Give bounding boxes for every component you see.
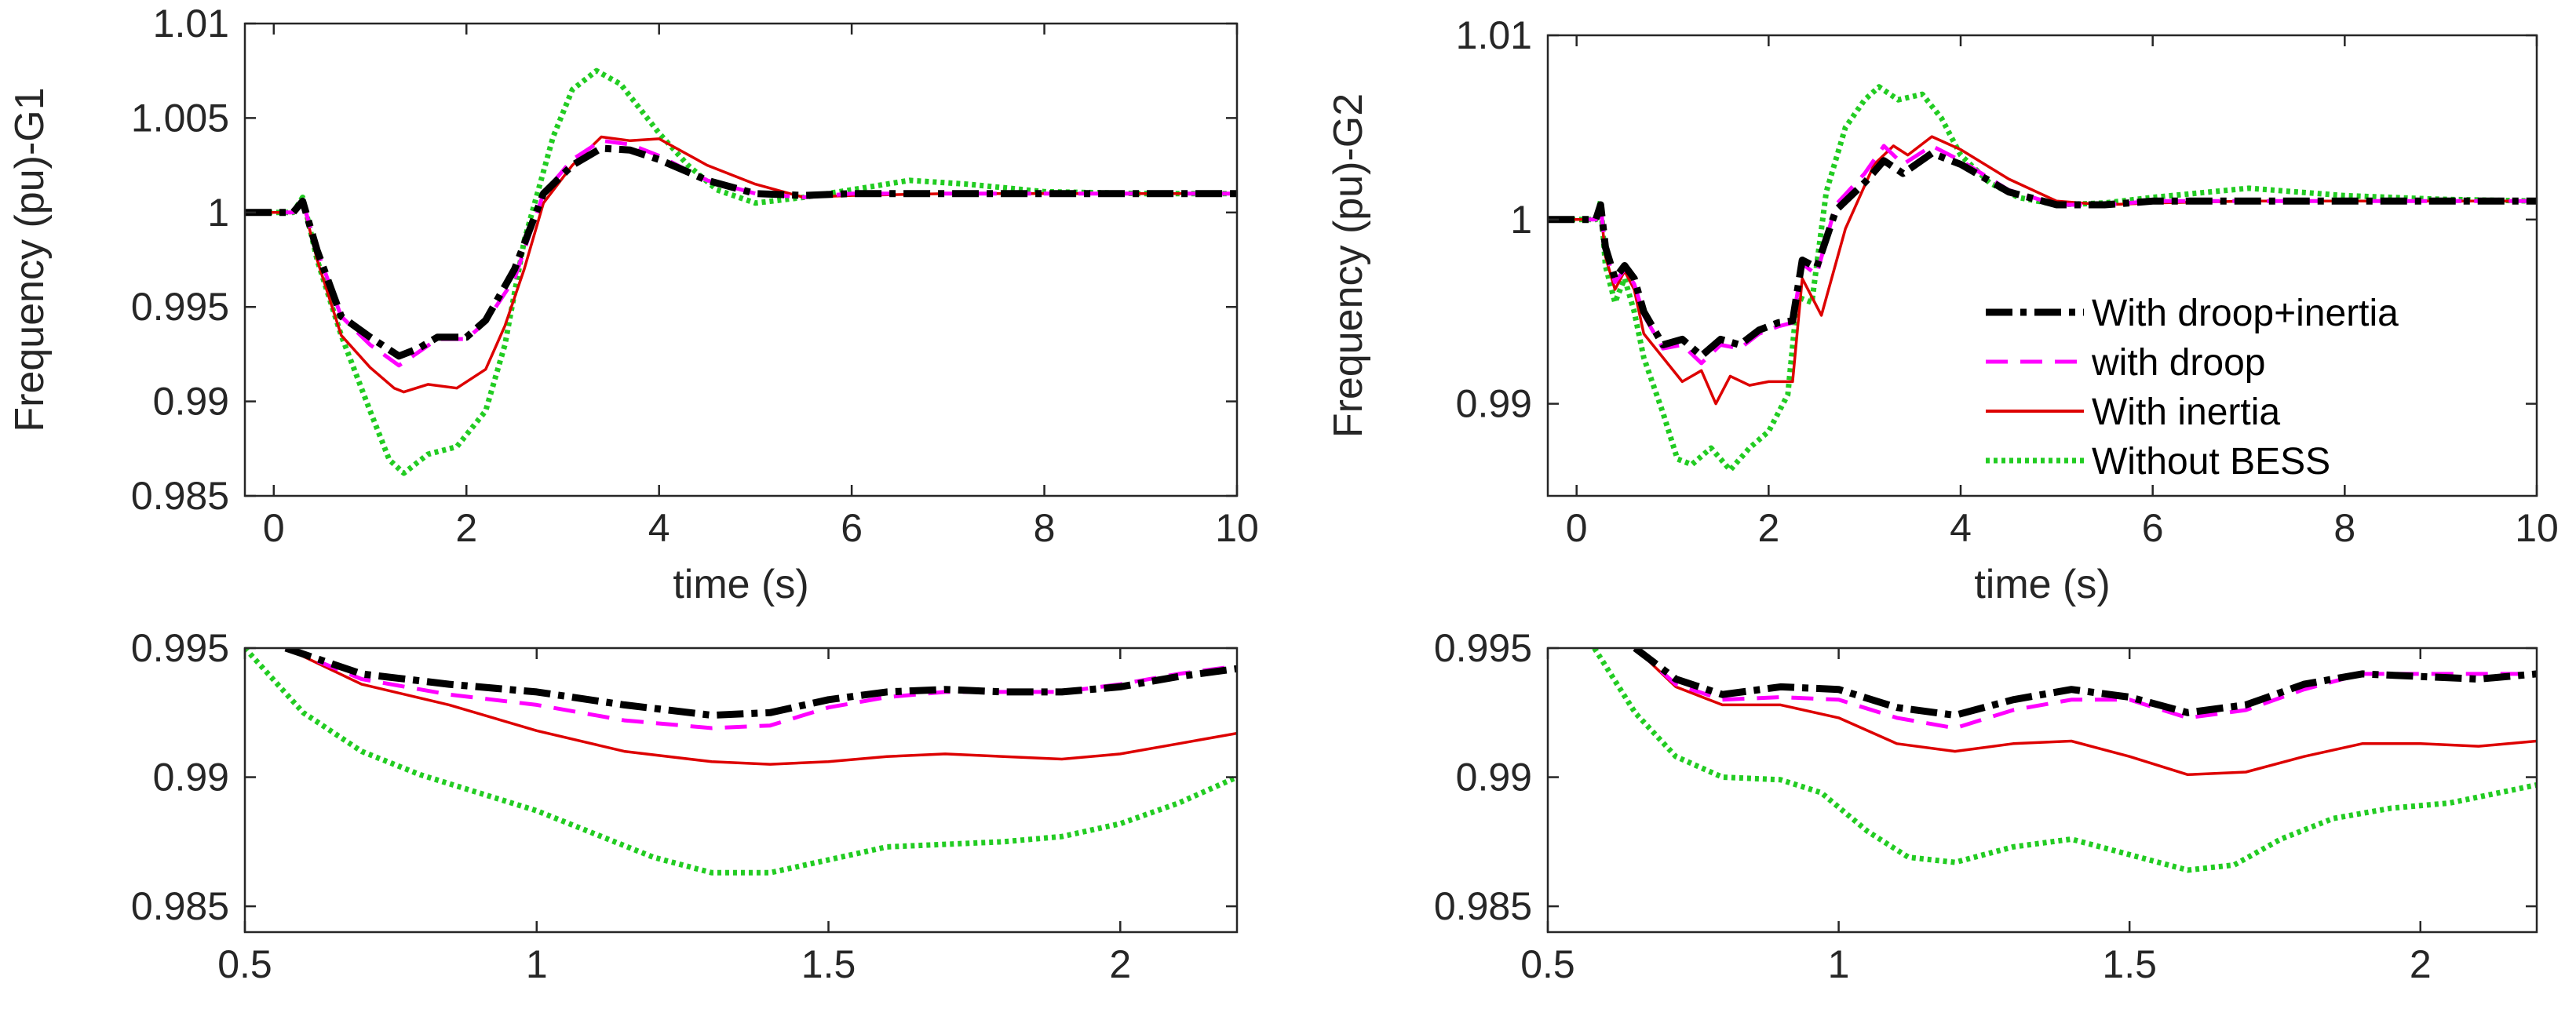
g1-zoom-series-group (245, 648, 1237, 876)
g2-zoom-ytick-label: 0.99 (1456, 756, 1532, 800)
g1-zoom-xtick-label: 1.5 (801, 942, 856, 986)
legend-label-droop-inertia: With droop+inertia (2092, 293, 2399, 334)
g1-main-series-without (245, 67, 1237, 476)
g2-main-axes: 0 2 4 6 8 10 0.99 1 1.01 time (s) Frequency (pu)-G… (1326, 13, 2559, 607)
g2-zoom-ytick-label: 0.985 (1434, 884, 1532, 928)
g1-zoom-series-droop (285, 648, 1237, 730)
g2-zoom-series-droop (1633, 648, 2537, 730)
legend-label-droop: with droop (2091, 342, 2265, 384)
g1-main-ytick-label: 1 (207, 191, 229, 235)
legend-entry-without-bess: Without BESS (1986, 441, 2330, 483)
legend-entry-droop: with droop (1986, 342, 2265, 384)
g1-zoom-axes-box (243, 647, 1239, 934)
g2-main-axes-box (1546, 34, 2538, 497)
g1-main-xtick-label: 2 (455, 506, 477, 550)
g2-main-xtick-label: 6 (2142, 506, 2164, 550)
g1-zoom-series-inertia (285, 648, 1237, 766)
g1-main-axes-box (243, 22, 1239, 497)
g1-main-xtick-label: 0 (263, 506, 285, 550)
g2-zoom-series-droop-inertia (1633, 648, 2537, 719)
g1-main-xtick-label: 8 (1034, 506, 1056, 550)
g1-main-xtick-label: 4 (648, 506, 670, 550)
g2-main-series-group (1548, 84, 2537, 473)
g1-main-ytick-label: 0.985 (131, 474, 229, 518)
g2-main-xtick-label: 4 (1950, 506, 1972, 550)
g1-main-axes: 0 2 4 6 8 10 0.985 0.99 0.995 1 1.005 1.01 time (s) F… (7, 2, 1259, 607)
legend-label-without-bess: Without BESS (2092, 441, 2330, 483)
g2-main-series-droop-inertia (1548, 149, 2537, 360)
g2-main-xlabel: time (s) (1974, 562, 2110, 607)
g2-zoom-series-without (1592, 648, 2537, 873)
g1-zoom-ytick-label: 0.99 (153, 756, 229, 800)
g2-zoom-series-group (1592, 648, 2537, 873)
g2-zoom-axes: 0.5 1 1.5 2 0.985 0.99 0.995 (1434, 626, 2538, 986)
g1-main-ylabel: Frequency (pu)-G1 (7, 87, 53, 432)
g1-main-xlabel: time (s) (673, 562, 808, 607)
g1-main-series-droop-inertia (245, 144, 1237, 360)
g1-main-ytick-label: 0.99 (153, 380, 229, 424)
g2-zoom-axes-box (1546, 647, 2538, 934)
g2-zoom-xtick-label: 0.5 (1520, 942, 1575, 986)
g2-main-xtick-label: 10 (2515, 506, 2559, 550)
g2-zoom-xtick-label: 1.5 (2102, 942, 2157, 986)
g2-main-ytick-label: 1 (1510, 198, 1532, 242)
g1-zoom-series-droop-inertia (284, 648, 1237, 719)
g2-main-xtick-label: 8 (2333, 506, 2355, 550)
g1-main-xtick-label: 6 (841, 506, 863, 550)
g2-zoom-xtick-label: 2 (2410, 942, 2432, 986)
g1-main-xtick-label: 10 (1215, 506, 1259, 550)
g2-main-xtick-label: 2 (1757, 506, 1779, 550)
g2-main-ytick-label: 1.01 (1456, 13, 1532, 57)
g1-zoom-xtick-label: 0.5 (217, 942, 272, 986)
legend-label-inertia: With inertia (2092, 392, 2280, 433)
g1-main-ytick-label: 1.005 (131, 96, 229, 140)
g2-zoom-ytick-label: 0.995 (1434, 626, 1532, 670)
g2-main-xtick-label: 0 (1566, 506, 1588, 550)
g1-main-ytick-label: 1.01 (153, 2, 229, 46)
g2-zoom-series-inertia (1633, 648, 2537, 777)
g2-zoom-xtick-label: 1 (1828, 942, 1850, 986)
g1-zoom-ytick-label: 0.985 (131, 884, 229, 928)
g1-zoom-xtick-label: 1 (526, 942, 548, 986)
g1-zoom-ytick-label: 0.995 (131, 626, 229, 670)
g1-main-series-group (245, 67, 1237, 476)
legend-entry-droop-inertia: With droop+inertia (1986, 293, 2399, 334)
g1-zoom-axes: 0.5 1 1.5 2 0.985 0.99 0.995 (131, 626, 1239, 986)
g1-main-ytick-label: 0.995 (131, 285, 229, 329)
g1-zoom-series-without (245, 648, 1237, 876)
g2-main-ytick-label: 0.99 (1456, 382, 1532, 426)
legend-entry-inertia: With inertia (1986, 392, 2280, 433)
legend: With droop+inertia with droop With inert… (1986, 293, 2399, 483)
g1-zoom-xtick-label: 2 (1109, 942, 1131, 986)
g2-main-ylabel: Frequency (pu)-G2 (1326, 93, 1371, 438)
